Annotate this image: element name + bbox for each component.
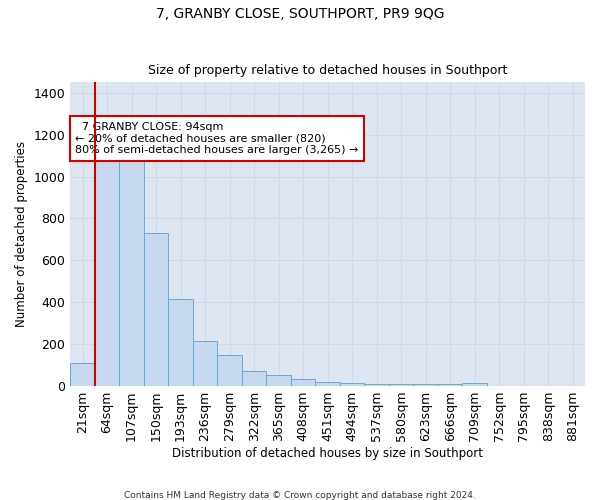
Bar: [364, 384, 389, 386]
Bar: [242, 372, 266, 386]
Bar: [413, 384, 438, 386]
Bar: [438, 384, 463, 386]
Bar: [316, 382, 340, 386]
Bar: [169, 299, 193, 386]
Bar: [193, 341, 217, 386]
Bar: [463, 383, 487, 386]
Text: Contains HM Land Registry data © Crown copyright and database right 2024.: Contains HM Land Registry data © Crown c…: [124, 490, 476, 500]
Bar: [389, 384, 413, 386]
Bar: [291, 380, 316, 386]
Bar: [119, 145, 144, 386]
Text: 7 GRANBY CLOSE: 94sqm
← 20% of detached houses are smaller (820)
80% of semi-det: 7 GRANBY CLOSE: 94sqm ← 20% of detached …: [76, 122, 359, 155]
Bar: [217, 354, 242, 386]
Bar: [340, 383, 364, 386]
Bar: [266, 376, 291, 386]
Bar: [95, 145, 119, 386]
Bar: [144, 233, 169, 386]
Title: Size of property relative to detached houses in Southport: Size of property relative to detached ho…: [148, 64, 508, 77]
Y-axis label: Number of detached properties: Number of detached properties: [15, 141, 28, 327]
X-axis label: Distribution of detached houses by size in Southport: Distribution of detached houses by size …: [172, 447, 483, 460]
Text: 7, GRANBY CLOSE, SOUTHPORT, PR9 9QG: 7, GRANBY CLOSE, SOUTHPORT, PR9 9QG: [156, 8, 444, 22]
Bar: [70, 363, 95, 386]
